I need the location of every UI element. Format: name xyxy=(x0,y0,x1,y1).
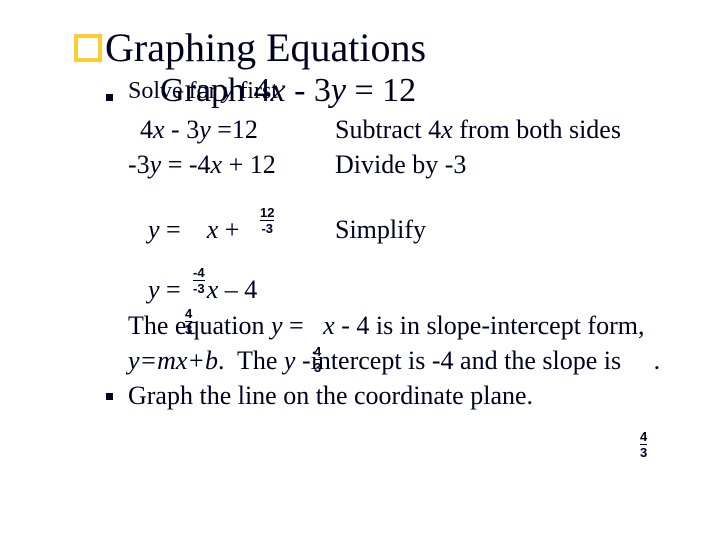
slide-title: Graphing Equations xyxy=(105,24,426,71)
bullet-dot xyxy=(106,393,113,400)
step-explanation: Divide by -3 xyxy=(335,150,466,180)
fraction: 12-3 xyxy=(260,206,274,235)
accent-square xyxy=(74,34,102,62)
equation-step: 4x - 3y =12 xyxy=(140,115,258,145)
explanation-paragraph: The equation y = x - 4 is in slope-inter… xyxy=(128,308,688,413)
step-explanation: Simplify xyxy=(335,215,426,245)
bullet-dot xyxy=(106,94,113,101)
fraction: 43 xyxy=(640,430,647,459)
equation-step: -3y = -4x + 12 xyxy=(128,150,276,180)
equation-step: y = x + xyxy=(148,215,239,245)
graph-equation-text: Graph 4x - 3y = 12 xyxy=(160,72,416,110)
step-explanation: Subtract 4x from both sides xyxy=(335,115,621,145)
fraction: -4-3 xyxy=(193,266,205,295)
